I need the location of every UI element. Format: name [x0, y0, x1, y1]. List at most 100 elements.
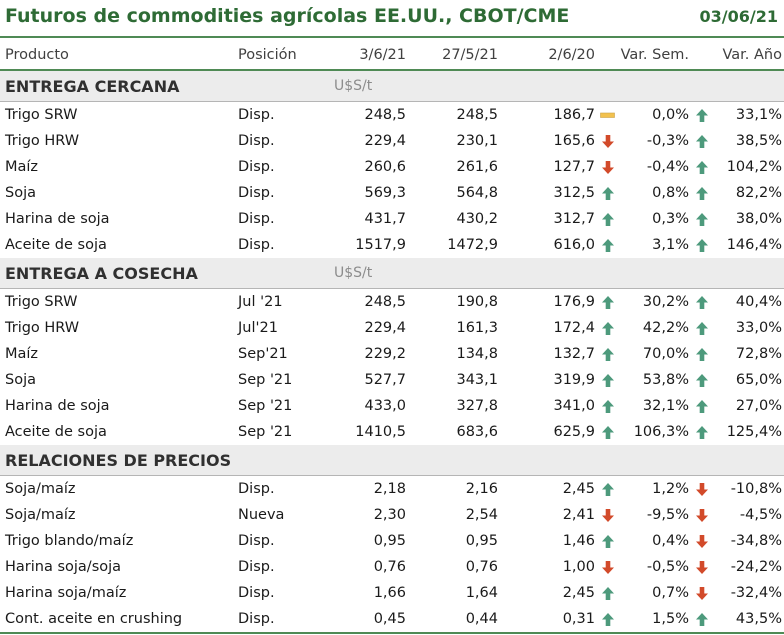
price-current: 229,4 [364, 320, 406, 336]
price-week-ago: 248,5 [456, 107, 498, 123]
weekly-trend-cell [597, 554, 619, 580]
product-name: Harina soja/soja [5, 559, 122, 575]
yearly-change: 33,0% [735, 320, 782, 336]
table-header-row: Producto Posición 3/6/21 27/5/21 2/6/20 … [0, 41, 784, 71]
position: Disp. [238, 585, 275, 601]
yearly-trend-cell [691, 476, 713, 503]
yearly-trend-cell [691, 341, 713, 367]
weekly-trend-cell [597, 341, 619, 367]
yearly-trend-cell [691, 367, 713, 393]
weekly-trend-cell [597, 206, 619, 232]
yearly-trend-cell [691, 315, 713, 341]
price-current: 0,45 [332, 606, 408, 634]
price-week-ago: 0,95 [465, 533, 498, 549]
price-current: 1,66 [373, 585, 406, 601]
price-week-ago: 2,54 [465, 507, 498, 523]
weekly-trend-cell [597, 419, 619, 445]
yearly-trend-cell [691, 419, 713, 445]
yearly-trend-cell [691, 206, 713, 232]
yearly-trend-cell [691, 528, 713, 554]
price-current: 248,5 [364, 107, 406, 123]
price-current: 433,0 [364, 398, 406, 414]
product-name: Trigo HRW [5, 320, 80, 336]
yearly-change: 125,4% [726, 424, 782, 440]
arrow-up-icon [602, 212, 614, 226]
price-current: 431,7 [364, 211, 406, 227]
section-header-row: RELACIONES DE PRECIOS [0, 445, 784, 476]
position: Disp. [238, 133, 275, 149]
price-year-ago: 2,45 [562, 481, 595, 497]
table-row: Soja Disp. 569,3 564,8 312,5 0,8% 82,2% [0, 180, 784, 206]
weekly-change: 3,1% [652, 237, 689, 253]
position: Jul '21 [238, 294, 283, 310]
arrow-up-icon [696, 373, 708, 387]
arrow-up-icon [696, 134, 708, 148]
weekly-change: 0,4% [652, 533, 689, 549]
position: Disp. [238, 481, 275, 497]
price-year-ago: 186,7 [553, 107, 595, 123]
price-week-ago: 261,6 [456, 159, 498, 175]
product-name: Maíz [5, 346, 39, 362]
weekly-trend-cell [597, 367, 619, 393]
table-row: Harina soja/soja Disp. 0,76 0,76 1,00 -0,5% -2… [0, 554, 784, 580]
section-unit [332, 445, 597, 476]
weekly-change: 42,2% [642, 320, 689, 336]
price-week-ago: 430,2 [456, 211, 498, 227]
header-spacer [597, 41, 619, 71]
arrow-up-icon [696, 108, 708, 122]
price-year-ago: 312,7 [553, 211, 595, 227]
arrow-up-icon [602, 399, 614, 413]
weekly-change: -0,5% [646, 559, 689, 575]
price-year-ago: 319,9 [553, 372, 595, 388]
yearly-trend-cell [691, 580, 713, 606]
position: Sep '21 [238, 398, 293, 414]
position: Disp. [238, 237, 275, 253]
arrow-up-icon [602, 321, 614, 335]
arrow-down-icon [602, 560, 614, 574]
arrow-up-icon [696, 425, 708, 439]
position: Disp. [238, 185, 275, 201]
weekly-trend-cell [597, 315, 619, 341]
price-current: 229,2 [364, 346, 406, 362]
product-name: Trigo SRW [5, 107, 78, 123]
futures-table: Producto Posición 3/6/21 27/5/21 2/6/20 … [0, 41, 784, 634]
price-week-ago: 1472,9 [447, 237, 498, 253]
arrow-down-icon [602, 134, 614, 148]
section-spacer [597, 445, 784, 476]
header-spacer [691, 41, 713, 71]
yearly-trend-cell [691, 102, 713, 129]
weekly-change: 106,3% [633, 424, 689, 440]
price-year-ago: 312,5 [553, 185, 595, 201]
price-week-ago: 190,8 [456, 294, 498, 310]
weekly-change: 0,3% [652, 211, 689, 227]
weekly-trend-cell [597, 128, 619, 154]
weekly-change: -0,3% [646, 133, 689, 149]
yearly-change: 72,8% [735, 346, 782, 362]
price-current: 260,6 [364, 159, 406, 175]
position: Disp. [238, 159, 275, 175]
price-year-ago: 0,31 [500, 606, 597, 634]
price-week-ago: 343,1 [456, 372, 498, 388]
header-date-week-ago: 27/5/21 [408, 41, 500, 71]
section-title: ENTREGA A COSECHA [0, 258, 332, 289]
section-unit: U$S/t [332, 70, 597, 102]
weekly-change: 0,0% [652, 107, 689, 123]
weekly-trend-cell [597, 232, 619, 258]
yearly-trend-cell [691, 232, 713, 258]
price-year-ago: 165,6 [553, 133, 595, 149]
table-row: Trigo SRW Disp. 248,5 248,5 186,7 0,0% 33,1% [0, 102, 784, 129]
price-year-ago: 616,0 [553, 237, 595, 253]
position: Sep '21 [238, 424, 293, 440]
yearly-trend-cell [691, 502, 713, 528]
price-year-ago: 176,9 [553, 294, 595, 310]
product-name: Trigo HRW [5, 133, 80, 149]
arrow-up-icon [602, 612, 614, 626]
weekly-change: -9,5% [646, 507, 689, 523]
position: Sep '21 [238, 372, 293, 388]
price-year-ago: 2,41 [562, 507, 595, 523]
table-row: Harina de soja Sep '21 433,0 327,8 341,0 32,1… [0, 393, 784, 419]
weekly-change: 53,8% [642, 372, 689, 388]
weekly-trend-cell [597, 606, 619, 634]
product-name: Aceite de soja [5, 237, 107, 253]
yearly-trend-cell [691, 154, 713, 180]
